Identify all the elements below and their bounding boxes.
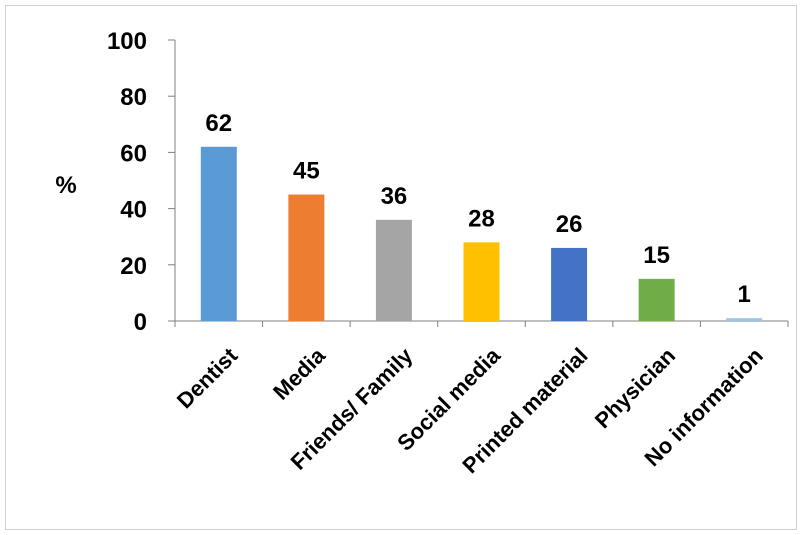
y-tick-label: 60	[120, 140, 147, 167]
category-label: Media	[268, 342, 330, 404]
bar	[638, 278, 675, 321]
y-tick-label: 40	[120, 197, 147, 224]
bar	[200, 146, 237, 321]
bars	[200, 146, 763, 321]
bar	[726, 318, 763, 321]
data-label: 45	[293, 158, 320, 185]
bar	[551, 247, 588, 321]
data-labels: 62 45 36 28 26 15 1	[205, 110, 750, 308]
data-label: 36	[381, 183, 408, 210]
data-label: 62	[205, 110, 232, 137]
y-axis: 0 20 40 60 80 100	[107, 28, 789, 336]
data-label: 28	[468, 205, 495, 232]
data-label: 15	[643, 242, 670, 269]
y-tick-label: 100	[107, 28, 147, 55]
y-axis-title: %	[55, 172, 76, 199]
data-label: 1	[738, 281, 751, 308]
bar	[375, 219, 412, 321]
bar	[288, 194, 325, 321]
category-label: Dentist	[172, 342, 243, 413]
bar	[463, 242, 500, 321]
y-tick-label: 20	[120, 253, 147, 280]
category-label: Physician	[590, 343, 680, 433]
data-label: 26	[556, 211, 583, 238]
y-tick-label: 0	[134, 309, 147, 336]
y-tick-label: 80	[120, 84, 147, 111]
